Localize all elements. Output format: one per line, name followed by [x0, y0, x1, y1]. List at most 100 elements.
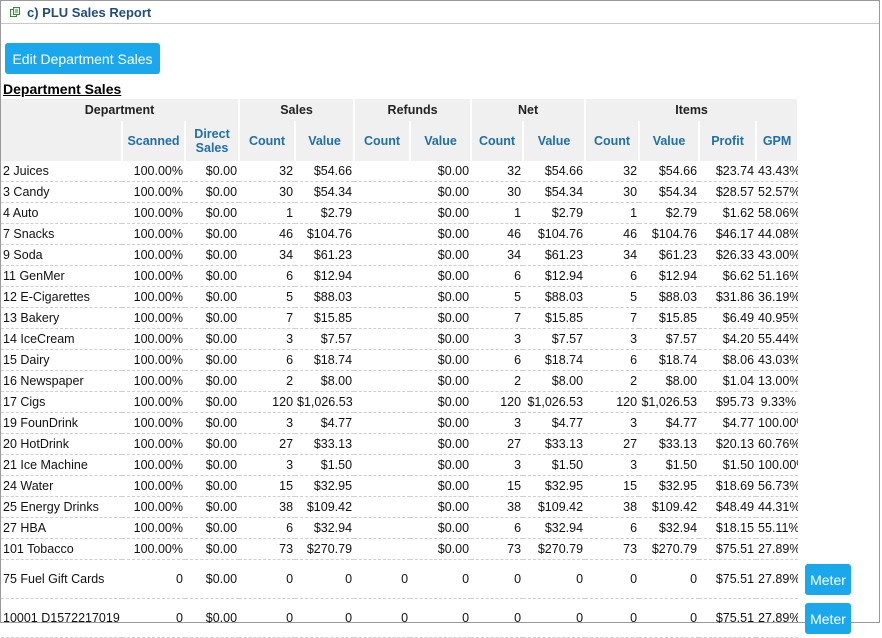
cell-items-count: 0 — [585, 598, 640, 638]
cell-items-value: $270.79 — [639, 538, 700, 560]
table-row: 19 FounDrink 100.00% $0.00 3 $4.77 $0.00 3 $4.7… — [1, 412, 799, 434]
cell-sales-value: $1.50 — [295, 454, 355, 476]
meter-button[interactable]: Meter — [805, 603, 851, 634]
cell-department: 3 Candy — [1, 181, 122, 203]
cell-items-count: 3 — [585, 454, 640, 476]
cell-items-value: $18.74 — [639, 349, 700, 371]
cell-items-count: 6 — [585, 265, 640, 287]
cell-scanned: 100.00% — [122, 454, 185, 476]
cell-scanned: 100.00% — [122, 202, 185, 224]
cell-sales-count: 73 — [239, 538, 296, 560]
cell-net-value: $32.95 — [523, 475, 586, 497]
cell-direct-sales: $0.00 — [185, 391, 240, 413]
cell-net-count: 6 — [471, 349, 524, 371]
cell-department: 16 Newspaper — [1, 370, 122, 392]
edit-department-sales-button[interactable]: Edit Department Sales — [5, 43, 160, 74]
cell-refunds-count — [354, 412, 411, 434]
cell-refunds-count — [354, 161, 411, 182]
cell-gpm: 100.00% — [756, 412, 799, 434]
cell-items-value: $61.23 — [639, 244, 700, 266]
table-row: 11 GenMer 100.00% $0.00 6 $12.94 $0.00 6 $12.94… — [1, 265, 799, 287]
cell-refunds-value: $0.00 — [410, 475, 472, 497]
cell-sales-value: $8.00 — [295, 370, 355, 392]
cell-direct-sales: $0.00 — [185, 475, 240, 497]
title-bar: c) PLU Sales Report — [1, 1, 879, 24]
cell-refunds-count — [354, 370, 411, 392]
cell-direct-sales: $0.00 — [185, 349, 240, 371]
table-row: 7 Snacks 100.00% $0.00 46 $104.76 $0.00 46 $104… — [1, 223, 799, 245]
cell-scanned: 100.00% — [122, 328, 185, 350]
cell-refunds-count — [354, 496, 411, 518]
cell-items-count: 5 — [585, 286, 640, 308]
table-row: 27 HBA 100.00% $0.00 6 $32.94 $0.00 6 $32.94 6 $3… — [1, 517, 799, 539]
subheader-profit: Profit — [699, 121, 758, 161]
table-row: 25 Energy Drinks 100.00% $0.00 38 $109.42 $0.… — [1, 496, 799, 518]
cell-net-value: $7.57 — [523, 328, 586, 350]
cell-items-value: $7.57 — [639, 328, 700, 350]
subheader-items-value: Value — [639, 121, 701, 161]
cell-net-value: $109.42 — [523, 496, 586, 518]
cell-sales-value: $32.95 — [295, 475, 355, 497]
cell-department: 9 Soda — [1, 244, 122, 266]
cell-scanned: 100.00% — [122, 370, 185, 392]
cell-sales-count: 27 — [239, 433, 296, 455]
cell-net-value: $4.77 — [523, 412, 586, 434]
cell-scanned: 100.00% — [122, 538, 185, 560]
cell-items-count: 0 — [585, 559, 640, 599]
meter-button[interactable]: Meter — [805, 564, 851, 595]
cell-refunds-value: $0.00 — [410, 223, 472, 245]
header-items: Items — [585, 99, 800, 121]
cell-gpm: 60.76% — [756, 433, 799, 455]
subheader-direct-sales: Direct Sales — [185, 121, 241, 161]
cell-refunds-count — [354, 328, 411, 350]
cell-sales-count: 0 — [239, 559, 296, 599]
cell-direct-sales: $0.00 — [185, 454, 240, 476]
cell-gpm: 27.89% — [756, 538, 799, 560]
cell-net-value: $61.23 — [523, 244, 586, 266]
cell-direct-sales: $0.00 — [185, 244, 240, 266]
cell-net-value: $12.94 — [523, 265, 586, 287]
cell-gpm: 44.31% — [756, 496, 799, 518]
cell-refunds-count — [354, 223, 411, 245]
cell-gpm: 44.08% — [756, 223, 799, 245]
table-row: 17 Cigs 100.00% $0.00 120 $1,026.53 $0.00 120 $… — [1, 391, 799, 413]
cell-sales-count: 30 — [239, 181, 296, 203]
cell-items-value: $88.03 — [639, 286, 700, 308]
report-icon — [10, 7, 20, 17]
cell-gpm: 100.00% — [756, 454, 799, 476]
cell-department: 15 Dairy — [1, 349, 122, 371]
cell-net-count: 27 — [471, 433, 524, 455]
cell-sales-count: 5 — [239, 286, 296, 308]
cell-refunds-value: $0.00 — [410, 517, 472, 539]
cell-net-count: 120 — [471, 391, 524, 413]
cell-sales-value: $18.74 — [295, 349, 355, 371]
cell-items-count: 3 — [585, 328, 640, 350]
cell-net-value: 0 — [523, 559, 586, 599]
cell-direct-sales: $0.00 — [185, 559, 240, 599]
cell-net-count: 6 — [471, 265, 524, 287]
cell-refunds-count — [354, 244, 411, 266]
cell-refunds-count — [354, 391, 411, 413]
cell-net-count: 7 — [471, 307, 524, 329]
cell-department: 7 Snacks — [1, 223, 122, 245]
subheader-items-count: Count — [585, 121, 641, 161]
cell-gpm: 9.33% — [756, 391, 799, 413]
cell-gpm: 52.57% — [756, 181, 799, 203]
cell-refunds-count: 0 — [354, 598, 411, 638]
table-row: 13 Bakery 100.00% $0.00 7 $15.85 $0.00 7 $15.85… — [1, 307, 799, 329]
cell-direct-sales: $0.00 — [185, 202, 240, 224]
cell-items-value: $54.66 — [639, 161, 700, 182]
cell-profit: $1.04 — [699, 370, 757, 392]
cell-department: 101 Tobacco — [1, 538, 122, 560]
cell-scanned: 100.00% — [122, 307, 185, 329]
cell-refunds-count — [354, 538, 411, 560]
cell-profit: $31.86 — [699, 286, 757, 308]
cell-profit: $18.69 — [699, 475, 757, 497]
cell-department: 11 GenMer — [1, 265, 122, 287]
cell-net-value: $18.74 — [523, 349, 586, 371]
cell-items-value: $109.42 — [639, 496, 700, 518]
subheader-refunds-count: Count — [354, 121, 412, 161]
cell-items-value: $2.79 — [639, 202, 700, 224]
cell-sales-count: 1 — [239, 202, 296, 224]
cell-scanned: 100.00% — [122, 475, 185, 497]
